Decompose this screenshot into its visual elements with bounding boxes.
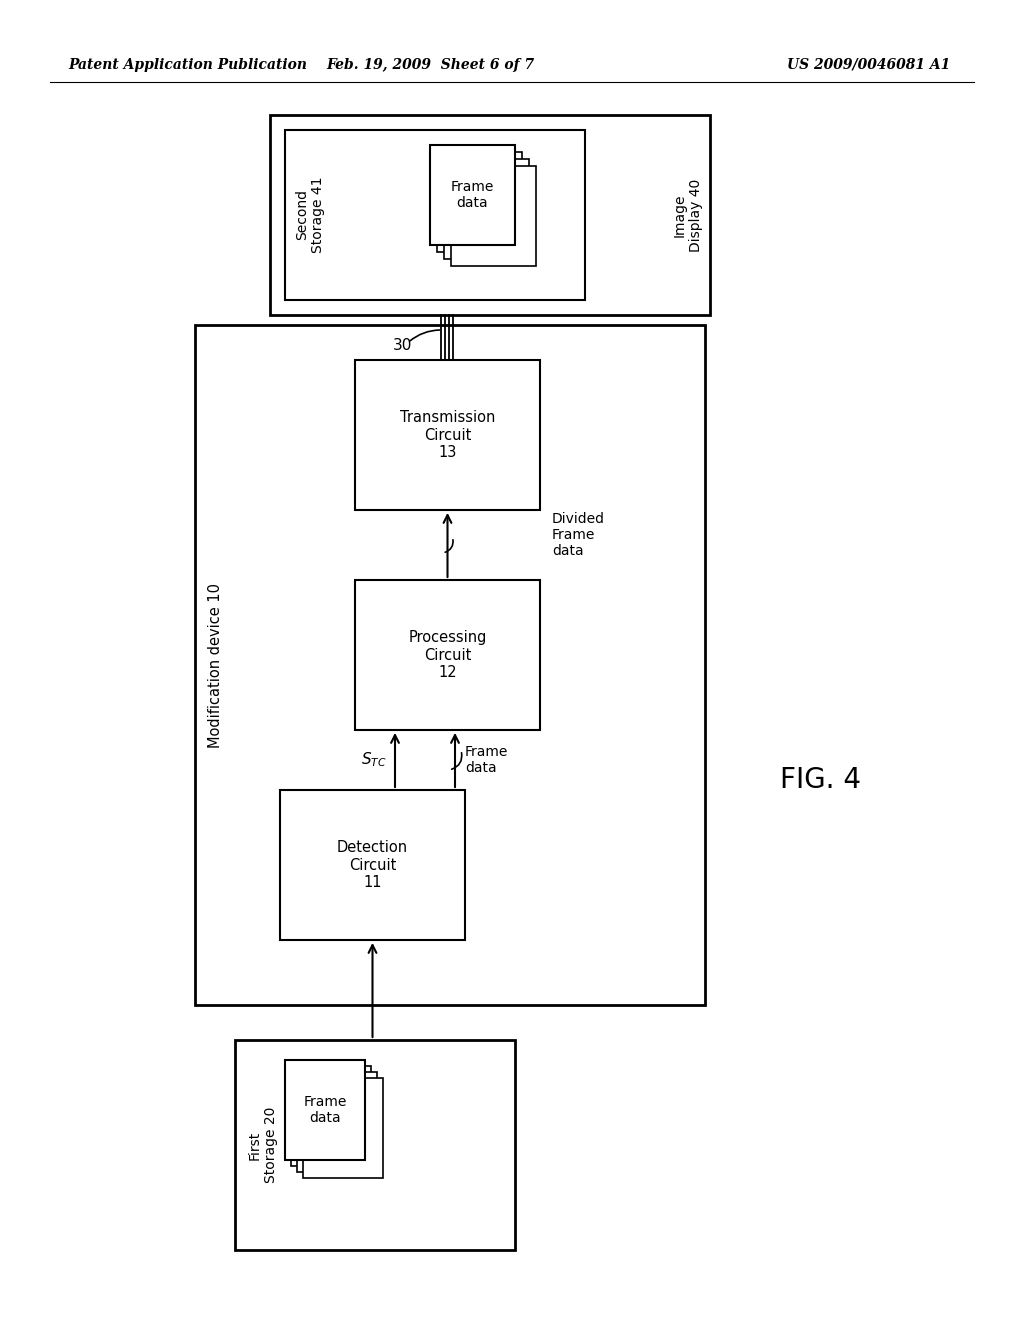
Text: $S_{TC}$: $S_{TC}$ [361,751,387,770]
Bar [444,158,529,259]
Bar [291,1067,371,1166]
Text: Feb. 19, 2009  Sheet 6 of 7: Feb. 19, 2009 Sheet 6 of 7 [326,58,535,73]
Text: Modification device 10: Modification device 10 [208,582,222,747]
Text: Detection
Circuit
11: Detection Circuit 11 [337,840,408,890]
Text: First
Storage 20: First Storage 20 [248,1106,279,1183]
Bar [355,579,540,730]
Bar [270,115,710,315]
Bar [234,1040,515,1250]
Text: Image
Display 40: Image Display 40 [673,178,703,252]
Bar [303,1078,383,1177]
Bar [195,325,705,1005]
Text: Frame
data: Frame data [465,744,508,775]
Bar [285,129,585,300]
Bar [285,1060,365,1160]
Bar [437,152,522,252]
Text: Divided
Frame
data: Divided Frame data [552,512,605,558]
Text: Processing
Circuit
12: Processing Circuit 12 [409,630,486,680]
Text: FIG. 4: FIG. 4 [779,766,860,795]
Text: Transmission
Circuit
13: Transmission Circuit 13 [399,411,496,459]
Text: Second
Storage 41: Second Storage 41 [295,177,325,253]
Bar [297,1072,377,1172]
Text: 30: 30 [392,338,412,352]
Bar [280,789,465,940]
Bar [430,145,515,246]
Bar [451,166,536,267]
Text: Frame
data: Frame data [451,180,495,210]
Text: Frame
data: Frame data [303,1094,347,1125]
Text: US 2009/0046081 A1: US 2009/0046081 A1 [786,58,950,73]
Bar [355,360,540,510]
Text: Patent Application Publication: Patent Application Publication [68,58,307,73]
